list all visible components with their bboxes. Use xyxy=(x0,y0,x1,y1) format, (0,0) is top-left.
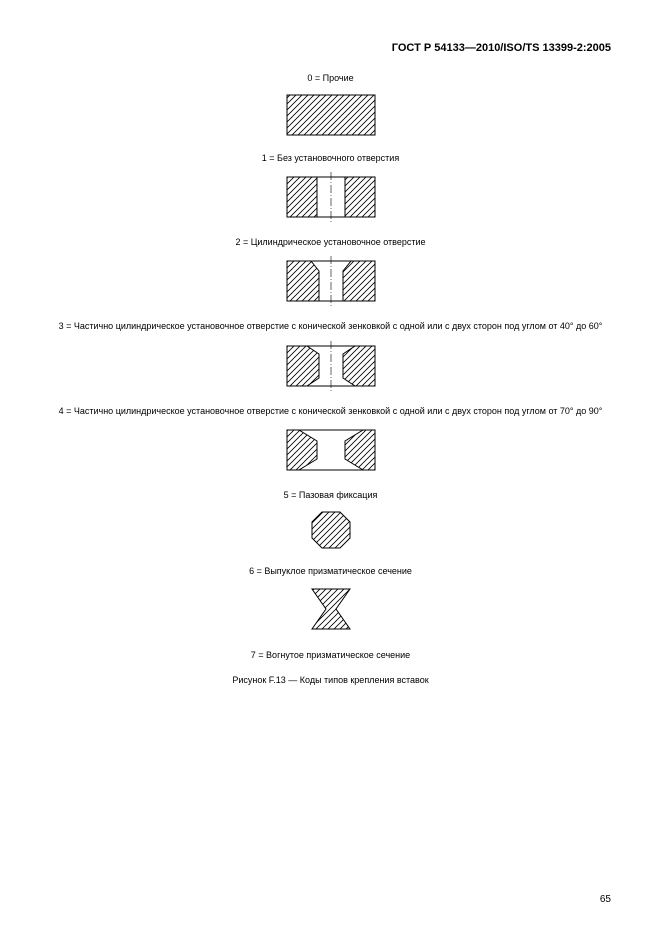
label-1: 1 = Без установочного отверстия xyxy=(50,152,611,164)
label-7: 7 = Вогнутое призматическое сечение xyxy=(50,649,611,661)
figure-caption: Рисунок F.13 — Коды типов крепления вста… xyxy=(50,675,611,685)
label-4: 4 = Частично цилиндрическое установочное… xyxy=(50,405,611,417)
label-5: 5 = Пазовая фиксация xyxy=(50,489,611,501)
diagram-4 xyxy=(281,425,381,475)
item-4: 4 = Частично цилиндрическое установочное… xyxy=(50,405,611,475)
item-5: 5 = Пазовая фиксация xyxy=(50,489,611,551)
item-1: 1 = Без установочного отверстия xyxy=(50,152,611,222)
diagram-3 xyxy=(281,341,381,391)
page-number: 65 xyxy=(600,894,611,905)
document-header: ГОСТ Р 54133—2010/ISO/TS 13399-2:2005 xyxy=(50,42,611,54)
label-6: 6 = Выпуклое призматическое сечение xyxy=(50,565,611,577)
item-2: 2 = Цилиндрическое установочное отверсти… xyxy=(50,236,611,306)
diagram-1 xyxy=(281,172,381,222)
diagram-6 xyxy=(306,585,356,635)
label-2: 2 = Цилиндрическое установочное отверсти… xyxy=(50,236,611,248)
item-6: 6 = Выпуклое призматическое сечение xyxy=(50,565,611,635)
item-0: 0 = Прочие xyxy=(50,72,611,138)
label-0: 0 = Прочие xyxy=(50,72,611,84)
page: ГОСТ Р 54133—2010/ISO/TS 13399-2:2005 0 … xyxy=(0,0,661,935)
diagram-5 xyxy=(308,509,354,551)
diagram-0 xyxy=(281,92,381,138)
item-3: 3 = Частично цилиндрическое установочное… xyxy=(50,320,611,390)
label-3: 3 = Частично цилиндрическое установочное… xyxy=(50,320,611,332)
item-7: 7 = Вогнутое призматическое сечение xyxy=(50,649,611,661)
diagram-2 xyxy=(281,256,381,306)
